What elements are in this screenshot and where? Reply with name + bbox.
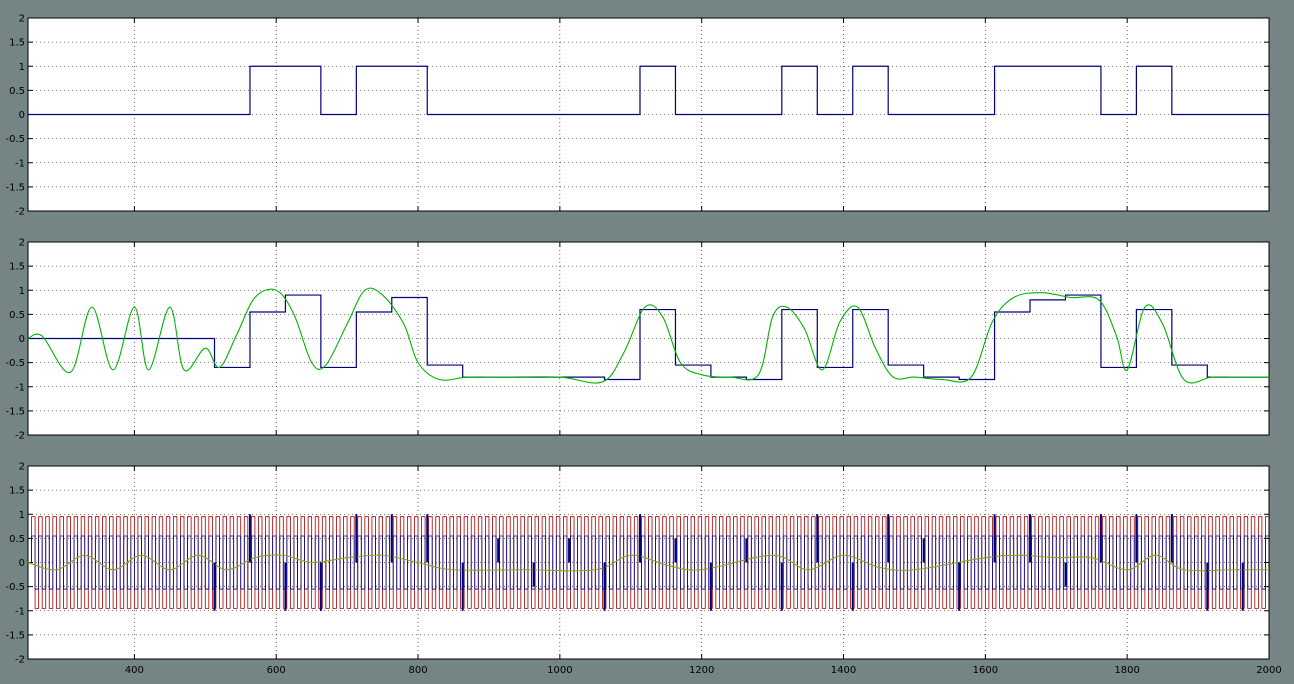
y-tick-label: 2 bbox=[19, 238, 25, 249]
x-tick-label: 800 bbox=[408, 665, 427, 676]
series-group-middle bbox=[28, 287, 1269, 384]
y-tick-label: 0 bbox=[19, 558, 25, 569]
axes-middle: 2 1.5 1 0.5 0 -0.5 -1 -1.5 -2 bbox=[5, 238, 1270, 442]
y-tick-label: -2 bbox=[15, 431, 25, 442]
y-tick-label: 1.5 bbox=[9, 38, 25, 49]
y-tick-label: -1 bbox=[15, 382, 25, 393]
x-tick-label: 1000 bbox=[547, 665, 572, 676]
y-tick-label: -0.5 bbox=[5, 358, 25, 369]
y-tick-label: 1 bbox=[19, 510, 25, 521]
x-tick-label: 1400 bbox=[831, 665, 856, 676]
y-tick-label: -1 bbox=[15, 158, 25, 169]
series-group-bottom bbox=[28, 514, 1269, 611]
y-tick-label: -2 bbox=[15, 655, 25, 666]
y-tick-label: 0.5 bbox=[9, 86, 25, 97]
y-tick-label: 1.5 bbox=[9, 486, 25, 497]
x-tick-label: 600 bbox=[267, 665, 286, 676]
y-tick-label: 1.5 bbox=[9, 262, 25, 273]
y-tick-label: -1.5 bbox=[5, 182, 25, 193]
y-tick-label: 1 bbox=[19, 286, 25, 297]
y-tick-label: 0.5 bbox=[9, 534, 25, 545]
y-tick-label: 0 bbox=[19, 334, 25, 345]
axes-top: 2 1.5 1 0.5 0 -0.5 -1 -1.5 -2 bbox=[5, 14, 1270, 218]
y-tick-label: -1.5 bbox=[5, 406, 25, 417]
series-carrier-bottom-1 bbox=[31, 535, 1269, 590]
y-tick-label: -1 bbox=[15, 606, 25, 617]
series-smooth-middle-1 bbox=[28, 287, 1269, 384]
y-tick-label: -0.5 bbox=[5, 134, 25, 145]
y-tick-label: -2 bbox=[15, 207, 25, 218]
y-tick-label: 1 bbox=[19, 62, 25, 73]
x-tick-label: 1800 bbox=[1114, 665, 1139, 676]
x-tick-label: 2000 bbox=[1256, 665, 1281, 676]
axes-bottom: 400 600 800 1000 1200 1400 1600 1800 2000 2 1.5 1 0.… bbox=[5, 462, 1281, 677]
y-tick-label: -1.5 bbox=[5, 630, 25, 641]
y-tick-label: 0.5 bbox=[9, 310, 25, 321]
x-tick-label: 1200 bbox=[689, 665, 714, 676]
series-group-top bbox=[28, 65, 1269, 116]
x-tick-label: 1600 bbox=[973, 665, 998, 676]
series-step-top-0 bbox=[28, 65, 1269, 116]
x-tick-label: 400 bbox=[125, 665, 144, 676]
y-tick-label: -0.5 bbox=[5, 582, 25, 593]
y-tick-label: 0 bbox=[19, 110, 25, 121]
series-smooth-bottom-2 bbox=[28, 554, 1269, 572]
y-tick-label: 2 bbox=[19, 462, 25, 473]
y-tick-label: 2 bbox=[19, 14, 25, 25]
